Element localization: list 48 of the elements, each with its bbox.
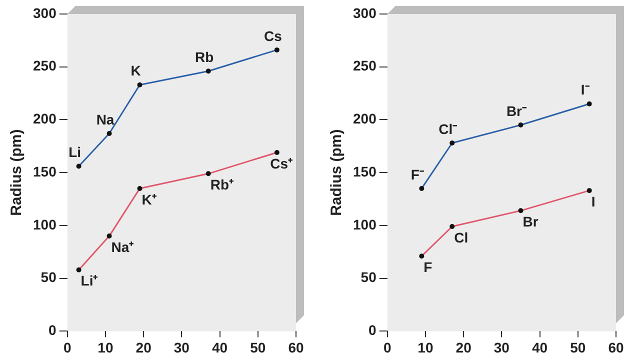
y-tick-label: 150 bbox=[353, 163, 377, 180]
annotation: K⁺ bbox=[142, 191, 157, 208]
x-tick-label: 10 bbox=[98, 339, 114, 356]
x-tick-label: 60 bbox=[608, 339, 624, 356]
x-tick-label: 20 bbox=[456, 339, 472, 356]
annotation: Br bbox=[522, 214, 539, 230]
y-tick-label: 200 bbox=[33, 110, 57, 127]
annotation: Li bbox=[68, 144, 82, 160]
y-tick-label: 100 bbox=[33, 216, 57, 232]
x-tick-label: 40 bbox=[532, 339, 548, 356]
annotation: Cl bbox=[454, 229, 468, 246]
annotation: I bbox=[591, 193, 596, 210]
x-tick-label: 60 bbox=[288, 339, 304, 356]
y-tick-label: 200 bbox=[353, 110, 377, 127]
annotation: Na bbox=[96, 111, 114, 128]
x-tick-label: 0 bbox=[383, 339, 392, 356]
annotation: F bbox=[424, 258, 433, 275]
y-axis-title: Radius (pm) bbox=[328, 129, 346, 216]
x-tick-label: 30 bbox=[494, 339, 510, 356]
annotation: Rb⁺ bbox=[210, 176, 234, 193]
annotation: Cl⁻ bbox=[438, 120, 458, 137]
y-tick-label: 250 bbox=[353, 58, 377, 74]
annotation: F⁻ bbox=[410, 166, 424, 182]
x-tick-label: 30 bbox=[174, 339, 190, 356]
x-tick-label: 20 bbox=[136, 339, 152, 356]
x-tick-label: 40 bbox=[212, 339, 228, 356]
y-tick-label: 0 bbox=[368, 322, 377, 338]
x-tick-label: 50 bbox=[570, 339, 586, 356]
y-tick-label: 0 bbox=[48, 322, 57, 338]
y-tick-label: 150 bbox=[33, 163, 57, 180]
y-tick-label: 300 bbox=[353, 4, 377, 21]
annotation: Cs⁺ bbox=[270, 155, 293, 172]
annotation: Rb bbox=[195, 48, 214, 65]
x-tick-label: 0 bbox=[63, 339, 72, 356]
x-tick-label: 10 bbox=[418, 339, 434, 356]
annotation: Li⁺ bbox=[80, 272, 98, 289]
annotation: Na⁺ bbox=[111, 238, 134, 255]
y-axis-title: Radius (pm) bbox=[8, 129, 26, 216]
annotation: Br⁻ bbox=[506, 102, 528, 119]
annotation: I⁻ bbox=[580, 82, 590, 98]
y-tick-label: 50 bbox=[40, 269, 57, 286]
y-tick-label: 300 bbox=[33, 4, 57, 21]
y-tick-label: 250 bbox=[33, 58, 57, 74]
y-tick-label: 100 bbox=[353, 216, 377, 232]
annotation: K bbox=[130, 62, 141, 79]
x-tick-label: 50 bbox=[250, 339, 266, 356]
y-tick-label: 50 bbox=[360, 269, 377, 286]
annotation: Cs bbox=[264, 28, 282, 44]
